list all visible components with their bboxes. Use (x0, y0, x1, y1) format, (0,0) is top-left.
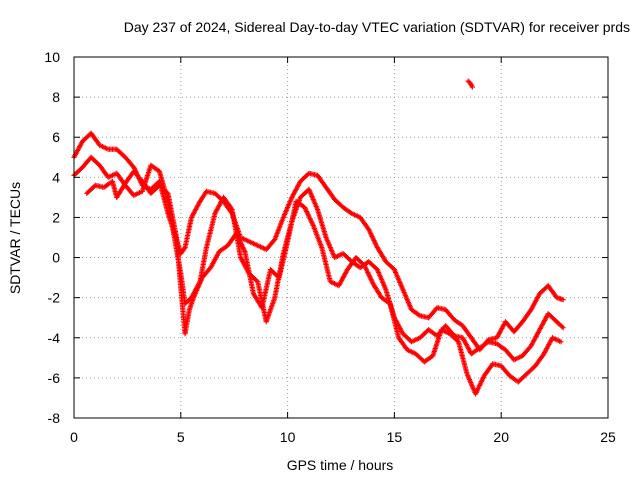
data-point (560, 325, 566, 331)
data-point (558, 339, 564, 345)
y-tick-label: 8 (52, 89, 60, 105)
y-tick-label: -2 (48, 290, 61, 306)
x-axis-label: GPS time / hours (287, 457, 394, 473)
x-tick-label: 15 (387, 429, 403, 445)
y-axis-label: SDTVAR / TECUs (7, 182, 23, 294)
plot-frame (73, 56, 609, 419)
y-tick-label: 10 (44, 49, 60, 65)
data-point (560, 297, 566, 303)
chart-title: Day 237 of 2024, Sidereal Day-to-day VTE… (124, 19, 630, 35)
data-point (469, 84, 475, 90)
x-tick-label: 0 (70, 429, 78, 445)
y-tick-label: -8 (48, 410, 61, 426)
data-marker (559, 324, 565, 330)
y-tick-label: 2 (52, 209, 60, 225)
x-tick-label: 5 (177, 429, 185, 445)
y-tick-label: 4 (52, 169, 60, 185)
x-tick-label: 20 (493, 429, 509, 445)
y-tick-label: -6 (48, 370, 61, 386)
y-tick-label: 6 (52, 129, 60, 145)
axis-ticks: 0 5 10 15 20 25 -8 -6 -4 -2 0 2 4 6 8 10 (44, 49, 616, 445)
y-tick-label: 0 (52, 250, 60, 266)
x-tick-label: 25 (600, 429, 616, 445)
x-tick-label: 10 (280, 429, 296, 445)
y-tick-label: -4 (48, 330, 61, 346)
data-points (71, 78, 566, 397)
